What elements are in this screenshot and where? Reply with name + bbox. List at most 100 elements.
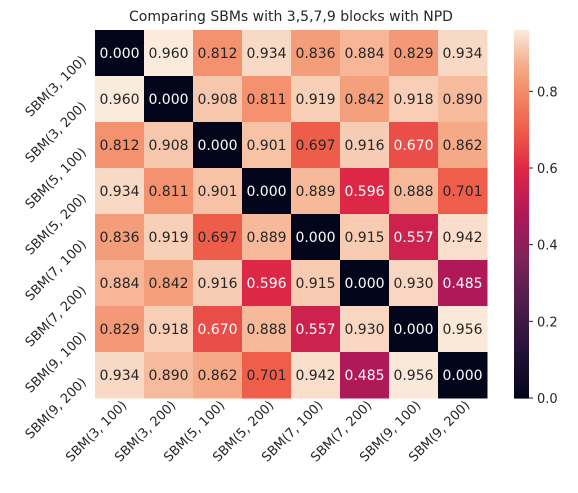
colorbar-segment xyxy=(514,269,529,273)
heatmap-cell xyxy=(389,352,439,399)
colorbar-segment xyxy=(514,244,529,249)
heatmap-cell xyxy=(144,260,194,307)
colorbar-segment xyxy=(514,112,529,117)
cell-value-label: 0.915 xyxy=(295,276,335,292)
colorbar-segment xyxy=(514,370,529,375)
heatmap-cell xyxy=(95,260,145,307)
colorbar-segment xyxy=(514,207,529,212)
heatmap-cell xyxy=(193,260,243,307)
heatmap-cell xyxy=(438,260,488,307)
cell-value-label: 0.000 xyxy=(99,46,139,62)
heatmap-cell xyxy=(95,122,145,169)
cell-value-label: 0.890 xyxy=(442,92,482,108)
colorbar-segment xyxy=(514,266,529,270)
cell-value-label: 0.862 xyxy=(442,138,482,154)
heatmap-cell xyxy=(144,76,194,123)
colorbar-segment xyxy=(514,85,529,89)
colorbar-segment xyxy=(514,290,529,295)
cell-value-label: 0.942 xyxy=(295,368,335,384)
heatmap-cell xyxy=(389,306,439,353)
colorbar-segment xyxy=(514,42,529,46)
colorbar-segment xyxy=(514,146,529,151)
heatmap-cell xyxy=(193,352,243,399)
colorbar-segment xyxy=(514,345,529,350)
cell-value-label: 0.596 xyxy=(344,184,384,200)
colorbar-segment xyxy=(514,281,529,286)
colorbar-segment xyxy=(514,296,529,301)
colorbar-segment xyxy=(514,309,529,313)
heatmap-cell xyxy=(389,30,439,77)
cell-value-label: 0.918 xyxy=(393,92,433,108)
colorbar-segment xyxy=(514,306,529,310)
colorbar-segment xyxy=(514,164,529,169)
cell-value-label: 0.888 xyxy=(393,184,433,200)
heatmap-cell xyxy=(340,122,390,169)
heatmap-cells: 0.000 0.960 0.812 0.934 0.836 0.884 0.829 0.934… xyxy=(95,30,488,399)
cell-value-label: 0.000 xyxy=(246,184,286,200)
colorbar-segment xyxy=(514,272,529,276)
colorbar-segment xyxy=(514,30,529,34)
heatmap-cell xyxy=(144,30,194,77)
colorbar-segment xyxy=(514,79,529,83)
cell-value-label: 0.888 xyxy=(246,322,286,338)
colorbar-segment xyxy=(514,174,529,178)
cell-value-label: 0.697 xyxy=(197,230,237,246)
colorbar-segment xyxy=(514,358,529,362)
colorbar-segment xyxy=(514,109,529,114)
heatmap-cell xyxy=(438,168,488,215)
heatmap-cell xyxy=(144,214,194,261)
cell-value-label: 0.908 xyxy=(148,138,188,154)
colorbar-segment xyxy=(514,247,529,252)
cell-value-label: 0.811 xyxy=(148,184,188,200)
colorbar-segment xyxy=(514,161,529,166)
cell-value-label: 0.960 xyxy=(99,92,139,108)
colorbar-segment xyxy=(514,57,529,62)
colorbar-segment xyxy=(514,106,529,111)
cell-value-label: 0.836 xyxy=(295,46,335,62)
heatmap-cell xyxy=(438,122,488,169)
colorbar-segment xyxy=(514,63,529,68)
heatmap-cell xyxy=(389,122,439,169)
cell-value-label: 0.884 xyxy=(99,276,139,292)
colorbar-segment xyxy=(514,177,529,181)
colorbar-segment xyxy=(514,72,529,77)
colorbar-segment xyxy=(514,223,529,227)
cell-value-label: 0.956 xyxy=(393,368,433,384)
colorbar-tick-label: 0.6 xyxy=(537,162,558,177)
colorbar-segment xyxy=(514,189,529,194)
colorbar-segment xyxy=(514,312,529,316)
colorbar-segment xyxy=(514,388,529,393)
heatmap-cell xyxy=(193,306,243,353)
heatmap-cell xyxy=(242,168,292,215)
colorbar-segment xyxy=(514,82,529,86)
heatmap-cell xyxy=(291,76,341,123)
colorbar-segment xyxy=(514,137,529,141)
heatmap-cell xyxy=(242,260,292,307)
heatmap-cell xyxy=(389,76,439,123)
colorbar-segment xyxy=(514,315,529,319)
cell-value-label: 0.670 xyxy=(393,138,433,154)
cell-value-label: 0.889 xyxy=(295,184,335,200)
colorbar-segment xyxy=(514,348,529,353)
colorbar-segment xyxy=(514,367,529,371)
colorbar-segment xyxy=(514,88,529,92)
heatmap-cell xyxy=(340,306,390,353)
colorbar-segment xyxy=(514,192,529,197)
colorbar-segment xyxy=(514,210,529,215)
colorbar-segment xyxy=(514,299,529,304)
heatmap-cell xyxy=(438,76,488,123)
heatmap-cell xyxy=(242,122,292,169)
cell-value-label: 0.485 xyxy=(344,368,384,384)
colorbar-segment xyxy=(514,118,529,123)
cell-value-label: 0.842 xyxy=(344,92,384,108)
heatmap-cell xyxy=(144,306,194,353)
cell-value-label: 0.000 xyxy=(148,92,188,108)
heatmap-cell xyxy=(438,30,488,77)
colorbar-segment xyxy=(514,140,529,145)
cell-value-label: 0.557 xyxy=(393,230,433,246)
heatmap-cell xyxy=(193,30,243,77)
cell-value-label: 0.829 xyxy=(99,322,139,338)
colorbar-tick-label: 0.8 xyxy=(537,85,558,100)
heatmap-cell xyxy=(193,76,243,123)
cell-value-label: 0.836 xyxy=(99,230,139,246)
